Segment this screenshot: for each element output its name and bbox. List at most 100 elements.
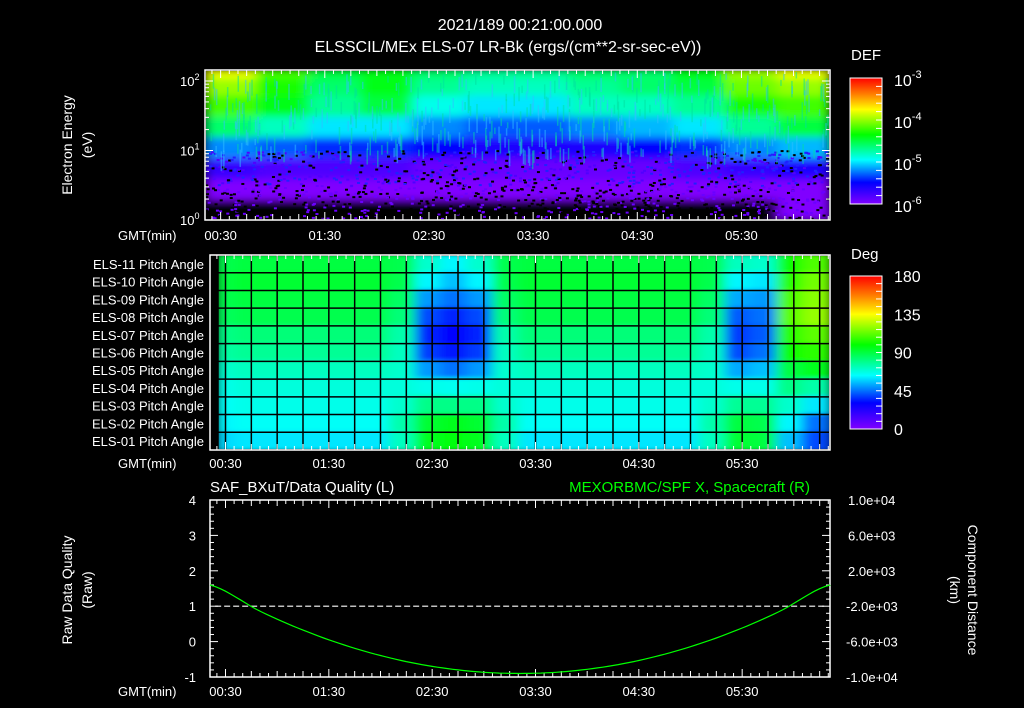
spectrogram-speckle [710, 180, 714, 183]
spectrogram-speckle [822, 84, 825, 102]
spectrogram-cell [412, 77, 467, 96]
spectrogram-speckle [550, 147, 552, 160]
pitch-angle-cell [543, 307, 574, 327]
spectrogram-speckle [806, 175, 810, 178]
spectrogram-speckle [574, 197, 578, 200]
spectrogram-speckle [303, 215, 307, 218]
pitch-angle-cell [337, 413, 367, 434]
spectrogram-speckle [741, 198, 745, 201]
spectrogram-speckle [226, 95, 229, 116]
spectrogram-speckle [591, 186, 595, 189]
time-tick-label: 01:30 [313, 456, 346, 471]
pitch-angle-cell [518, 413, 548, 434]
spectrogram-speckle [578, 157, 582, 160]
spectrogram-speckle [571, 176, 575, 179]
spectrogram-speckle [234, 208, 238, 211]
spectrogram-speckle [659, 206, 663, 209]
spectrogram-speckle [270, 214, 274, 217]
spectrogram-speckle [712, 94, 715, 113]
pitch-angle-cell [388, 395, 419, 416]
pitch-angle-cell [363, 360, 393, 381]
spectrogram-speckle [419, 169, 423, 172]
spectrogram-speckle [719, 161, 723, 164]
spectrogram-speckle [659, 140, 661, 153]
spectrogram-speckle [511, 179, 515, 182]
spectrogram-speckle [550, 184, 554, 187]
spectrogram-speckle [499, 133, 502, 154]
pitch-angle-cell [802, 324, 829, 345]
spectrogram-speckle [719, 217, 723, 219]
spectrogram-speckle [577, 207, 581, 210]
spectrogram-speckle [452, 176, 456, 179]
spectrogram-speckle [481, 203, 485, 206]
spectrogram-speckle [241, 176, 245, 179]
spectrogram-speckle [602, 191, 606, 194]
spectrogram-speckle [760, 161, 764, 164]
spectrogram-speckle [650, 166, 654, 169]
pitch-angle-cell [414, 307, 445, 327]
pitch-angle-cell [363, 342, 393, 363]
spectrogram-speckle [772, 98, 775, 110]
spectrogram-speckle [476, 203, 480, 206]
spectrogram-speckle [544, 129, 546, 149]
spectrogram-speckle [561, 128, 563, 144]
spectrogram-speckle [308, 175, 312, 178]
spectrogram-speckle [701, 199, 705, 202]
spectrogram-speckle [262, 154, 266, 157]
pitch-angle-cell [543, 271, 574, 292]
spectrogram-speckle [573, 194, 577, 197]
line-panel: SAF_BXuT/Data Quality (L) MEXORBMC/SPF X… [59, 479, 981, 699]
spectrogram-speckle [795, 209, 799, 212]
spectrogram-speckle [654, 160, 658, 163]
spectrogram-speckle [805, 101, 808, 115]
pitch-angle-cell [440, 413, 471, 434]
spectrogram-speckle [320, 208, 324, 211]
spectrogram-speckle [516, 121, 518, 140]
spectrogram-speckle [611, 191, 615, 194]
spectrogram-speckle [264, 168, 268, 171]
spectrogram-speckle [540, 178, 544, 181]
spectrogram-speckle [451, 174, 455, 177]
spectrogram-speckle [567, 94, 569, 109]
spectrogram-speckle [781, 205, 785, 208]
spectrogram-speckle [678, 175, 682, 178]
spectrogram-speckle [508, 176, 512, 179]
pitch-angle-row-label: ELS-06 Pitch Angle [92, 346, 204, 361]
spectrogram-speckle [600, 211, 604, 214]
spectrogram-speckle [792, 154, 796, 157]
spectrogram-speckle [791, 189, 795, 192]
spectrogram-speckle [397, 180, 401, 183]
spectrogram-speckle [731, 178, 735, 181]
pitch-angle-cell [569, 431, 600, 449]
spectrogram-speckle [801, 188, 805, 191]
spectrogram-cell [464, 156, 519, 180]
spectrogram-speckle [627, 137, 630, 155]
spectrogram-speckle [727, 186, 731, 189]
spectrogram-speckle [402, 152, 406, 155]
spectrogram-speckle [705, 196, 709, 199]
spectrogram-speckle [576, 194, 580, 197]
spectrogram-speckle [597, 216, 601, 219]
pitch-angle-cell [518, 395, 548, 416]
pitch-angle-cell [673, 307, 703, 327]
spectrogram-speckle [391, 97, 393, 113]
spectrogram-speckle [789, 160, 793, 163]
spectrogram-speckle [565, 197, 569, 200]
spectrogram-speckle [347, 155, 351, 158]
spectrogram-speckle [818, 173, 822, 176]
pitch-angle-cell [698, 378, 729, 398]
spectrogram-speckle [416, 175, 420, 178]
energy-tick-label: 101 [180, 142, 199, 159]
spectrogram-speckle [539, 197, 543, 200]
spectrogram-speckle [440, 197, 444, 200]
spectrogram-speckle [461, 100, 464, 112]
spectrogram-speckle [498, 107, 500, 118]
spectrogram-speckle [760, 184, 764, 187]
spectrogram-speckle [211, 167, 215, 170]
pitch-angle-cell [518, 360, 548, 381]
spectrogram-speckle [515, 187, 519, 190]
spectrogram-speckle [354, 217, 358, 219]
spectrogram-speckle [637, 192, 641, 195]
time-tick-label: 03:30 [519, 456, 552, 471]
